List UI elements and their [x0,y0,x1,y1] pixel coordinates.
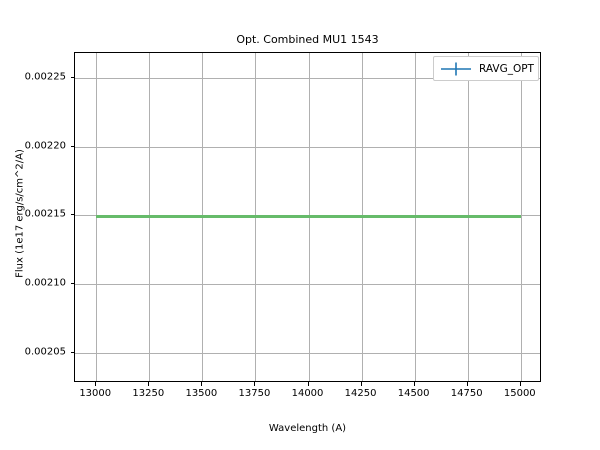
x-axis-label: Wavelength (A) [268,423,347,434]
x-axis-tick [95,382,97,386]
x-axis-tick-label: 13750 [238,388,271,399]
y-axis-tick-label: 0.00210 [24,277,66,289]
gridline-horizontal [75,284,540,285]
x-axis-tick-label: 14250 [344,388,377,399]
x-axis-tick-label: 14000 [291,388,324,399]
legend: RAVG_OPT [433,56,539,81]
plot-area [74,52,541,382]
x-axis-tick [413,382,415,386]
x-axis-tick [254,382,256,386]
gridline-vertical [520,53,522,381]
y-axis-label: Flux (1e17 erg/s/cm^2/A) [14,149,26,278]
x-axis-tick-label: 14750 [450,388,483,399]
y-axis-tick-label: 0.00225 [24,71,66,83]
x-axis-tick-label: 13000 [79,388,112,399]
x-axis-tick [307,382,309,386]
x-axis-tick-label: 14500 [397,388,430,399]
x-axis-tick-label: 15000 [503,388,536,399]
x-axis-tick [360,382,362,386]
legend-label-ravg-opt: RAVG_OPT [479,62,534,75]
y-axis-tick-label: 0.00205 [24,346,66,358]
x-axis-tick [519,382,521,386]
x-axis-tick [466,382,468,386]
gridline-horizontal [75,77,540,79]
y-axis-tick-label: 0.00220 [24,140,66,151]
chart-title: Opt. Combined MU1 1543 [236,33,379,46]
x-axis-tick [201,382,203,386]
series-line-ravg-opt [96,215,521,219]
y-axis-tick [70,351,74,353]
x-axis-tick [148,382,150,386]
x-axis-tick-label: 13250 [132,388,165,399]
x-axis-tick-label: 13500 [185,388,218,399]
gridline-horizontal [75,146,540,148]
y-axis-tick [70,76,74,78]
y-axis-tick [70,214,74,216]
y-axis-tick [70,145,74,147]
legend-errorbar-marker-icon [440,61,472,77]
gridline-horizontal [75,352,540,354]
y-axis-tick-label: 0.00215 [24,208,66,220]
y-axis-tick [70,283,74,284]
